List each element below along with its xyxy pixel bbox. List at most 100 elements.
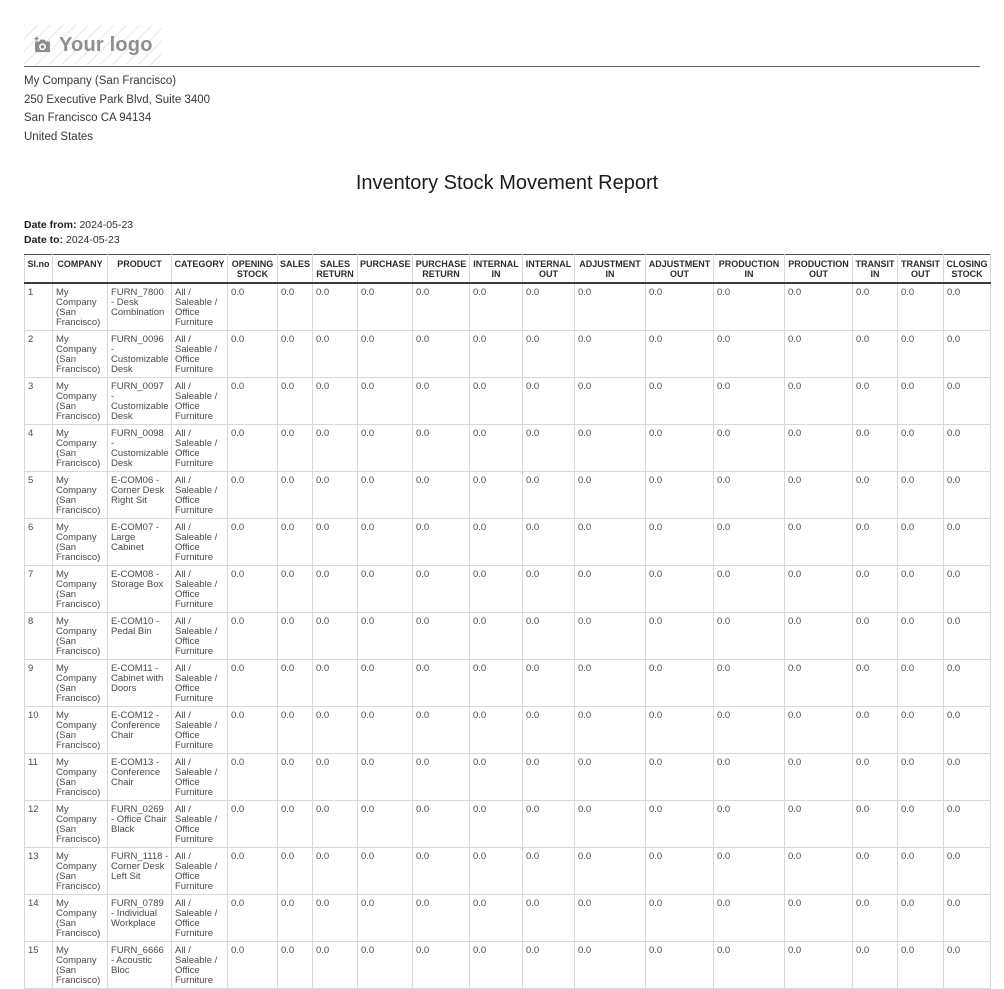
logo-placeholder-text: Your logo <box>59 33 153 56</box>
cell-slno: 14 <box>24 894 53 942</box>
column-header-adjustment-in: ADJUSTMENT IN <box>574 254 646 284</box>
cell-adjustment-in: 0.0 <box>574 330 646 378</box>
cell-company: My Company (San Francisco) <box>52 659 108 707</box>
cell-closing-stock: 0.0 <box>943 471 991 519</box>
cell-sales-return: 0.0 <box>312 377 358 425</box>
cell-purchase-return: 0.0 <box>412 894 470 942</box>
cell-product: FURN_0098 - Customizable Desk <box>107 424 172 472</box>
cell-company: My Company (San Francisco) <box>52 706 108 754</box>
cell-internal-out: 0.0 <box>522 377 575 425</box>
cell-product: FURN_0097 - Customizable Desk <box>107 377 172 425</box>
cell-product: FURN_0789 - Individual Workplace <box>107 894 172 942</box>
cell-sales: 0.0 <box>277 377 313 425</box>
header-divider <box>24 66 980 67</box>
cell-production-out: 0.0 <box>784 894 853 942</box>
cell-transit-out: 0.0 <box>897 424 944 472</box>
cell-sales-return: 0.0 <box>312 330 358 378</box>
cell-opening-stock: 0.0 <box>227 941 278 989</box>
cell-internal-out: 0.0 <box>522 282 575 331</box>
cell-purchase: 0.0 <box>357 753 413 801</box>
cell-sales: 0.0 <box>277 941 313 989</box>
date-range: Date from: 2024-05-23 Date to: 2024-05-2… <box>24 218 990 248</box>
cell-purchase-return: 0.0 <box>412 800 470 848</box>
cell-slno: 5 <box>24 471 53 519</box>
table-row: 11 My Company (San Francisco) E-COM13 - Co… <box>24 753 991 801</box>
cell-company: My Company (San Francisco) <box>52 424 108 472</box>
cell-company: My Company (San Francisco) <box>52 894 108 942</box>
cell-purchase: 0.0 <box>357 330 413 378</box>
cell-closing-stock: 0.0 <box>943 847 991 895</box>
cell-transit-in: 0.0 <box>852 612 898 660</box>
table-row: 6 My Company (San Francisco) E-COM07 - Lar… <box>24 518 991 566</box>
table-row: 12 My Company (San Francisco) FURN_0269 - … <box>24 800 991 848</box>
cell-transit-in: 0.0 <box>852 282 898 331</box>
cell-internal-out: 0.0 <box>522 518 575 566</box>
date-to-label: Date to: <box>24 234 64 246</box>
cell-production-in: 0.0 <box>713 753 785 801</box>
cell-sales: 0.0 <box>277 565 313 613</box>
cell-internal-out: 0.0 <box>522 847 575 895</box>
company-street-line: 250 Executive Park Blvd, Suite 3400 <box>24 93 211 106</box>
table-row: 7 My Company (San Francisco) E-COM08 - Sto… <box>24 565 991 613</box>
cell-purchase: 0.0 <box>357 282 413 331</box>
cell-purchase-return: 0.0 <box>412 941 470 989</box>
cell-internal-in: 0.0 <box>469 282 523 331</box>
cell-internal-out: 0.0 <box>522 894 575 942</box>
cell-production-out: 0.0 <box>784 471 853 519</box>
cell-product: FURN_1118 - Corner Desk Left Sit <box>107 847 172 895</box>
cell-closing-stock: 0.0 <box>943 377 991 425</box>
cell-internal-in: 0.0 <box>469 518 523 566</box>
cell-adjustment-out: 0.0 <box>645 753 714 801</box>
cell-sales: 0.0 <box>277 753 313 801</box>
cell-closing-stock: 0.0 <box>943 424 991 472</box>
column-header-transit-in: TRANSIT IN <box>852 254 898 284</box>
cell-adjustment-out: 0.0 <box>645 471 714 519</box>
cell-internal-out: 0.0 <box>522 941 575 989</box>
cell-adjustment-out: 0.0 <box>645 941 714 989</box>
cell-product: E-COM07 - Large Cabinet <box>107 518 172 566</box>
cell-category: All / Saleable / Office Furniture <box>171 800 228 848</box>
cell-internal-out: 0.0 <box>522 565 575 613</box>
cell-category: All / Saleable / Office Furniture <box>171 941 228 989</box>
date-from-line: Date from: 2024-05-23 <box>24 218 990 233</box>
cell-slno: 9 <box>24 659 53 707</box>
cell-production-in: 0.0 <box>713 377 785 425</box>
cell-adjustment-out: 0.0 <box>645 424 714 472</box>
cell-purchase-return: 0.0 <box>412 847 470 895</box>
cell-production-out: 0.0 <box>784 659 853 707</box>
cell-product: E-COM11 - Cabinet with Doors <box>107 659 172 707</box>
cell-slno: 1 <box>24 282 53 331</box>
cell-sales-return: 0.0 <box>312 424 358 472</box>
cell-product: FURN_0096 - Customizable Desk <box>107 330 172 378</box>
cell-sales: 0.0 <box>277 659 313 707</box>
cell-closing-stock: 0.0 <box>943 800 991 848</box>
cell-adjustment-in: 0.0 <box>574 706 646 754</box>
table-body: 1 My Company (San Francisco) FURN_7800 - D… <box>24 282 991 989</box>
cell-purchase-return: 0.0 <box>412 377 470 425</box>
column-header-purchase-return: PURCHASE RETURN <box>412 254 470 284</box>
cell-closing-stock: 0.0 <box>943 941 991 989</box>
cell-internal-out: 0.0 <box>522 424 575 472</box>
cell-production-in: 0.0 <box>713 282 785 331</box>
cell-opening-stock: 0.0 <box>227 424 278 472</box>
cell-sales: 0.0 <box>277 471 313 519</box>
cell-production-out: 0.0 <box>784 565 853 613</box>
cell-company: My Company (San Francisco) <box>52 471 108 519</box>
cell-category: All / Saleable / Office Furniture <box>171 518 228 566</box>
cell-purchase-return: 0.0 <box>412 659 470 707</box>
cell-production-out: 0.0 <box>784 941 853 989</box>
table-header: Sl.no COMPANY PRODUCT CATEGORY OPENING STOCK… <box>24 254 991 284</box>
cell-internal-in: 0.0 <box>469 847 523 895</box>
cell-purchase-return: 0.0 <box>412 282 470 331</box>
cell-production-in: 0.0 <box>713 518 785 566</box>
cell-internal-in: 0.0 <box>469 612 523 660</box>
cell-transit-in: 0.0 <box>852 565 898 613</box>
cell-category: All / Saleable / Office Furniture <box>171 659 228 707</box>
cell-transit-out: 0.0 <box>897 706 944 754</box>
cell-company: My Company (San Francisco) <box>52 800 108 848</box>
cell-transit-in: 0.0 <box>852 330 898 378</box>
cell-purchase-return: 0.0 <box>412 518 470 566</box>
cell-adjustment-out: 0.0 <box>645 894 714 942</box>
cell-internal-out: 0.0 <box>522 800 575 848</box>
company-logo-placeholder: Your logo <box>24 25 162 65</box>
